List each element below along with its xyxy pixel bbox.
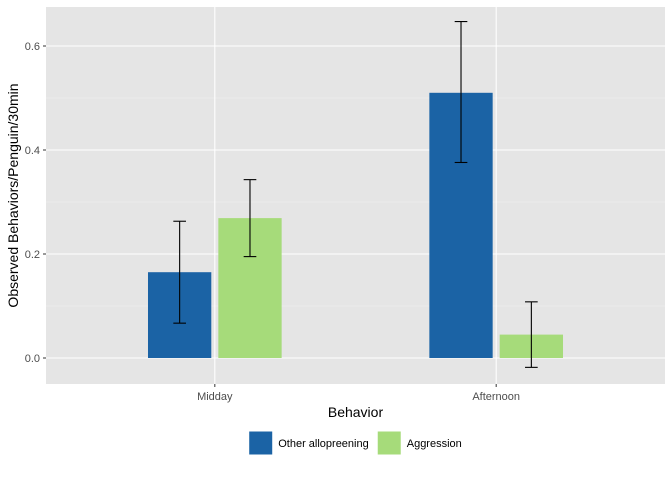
legend-label: Aggression: [407, 438, 462, 450]
y-tick-label: 0.2: [25, 249, 40, 261]
error-bars: [173, 21, 538, 368]
legend: Other allopreening Aggression: [249, 431, 462, 455]
y-tick-label: 0.6: [25, 41, 40, 53]
y-axis-title: Observed Behaviors/Penguin/30min: [5, 83, 21, 307]
plot-panel: [46, 7, 665, 384]
x-tick-label: Midday: [197, 391, 233, 403]
legend-key: [249, 431, 273, 455]
legend-label: Other allopreening: [278, 438, 369, 450]
y-axis-ticks: 0.0 0.2 0.4 0.6: [25, 41, 46, 365]
y-tick-label: 0.4: [25, 145, 40, 157]
x-tick-label: Afternoon: [472, 391, 520, 403]
x-axis-ticks: Midday Afternoon: [197, 384, 520, 403]
legend-key: [377, 431, 401, 455]
x-axis-title: Behavior: [328, 404, 384, 420]
y-tick-label: 0.0: [25, 353, 40, 365]
